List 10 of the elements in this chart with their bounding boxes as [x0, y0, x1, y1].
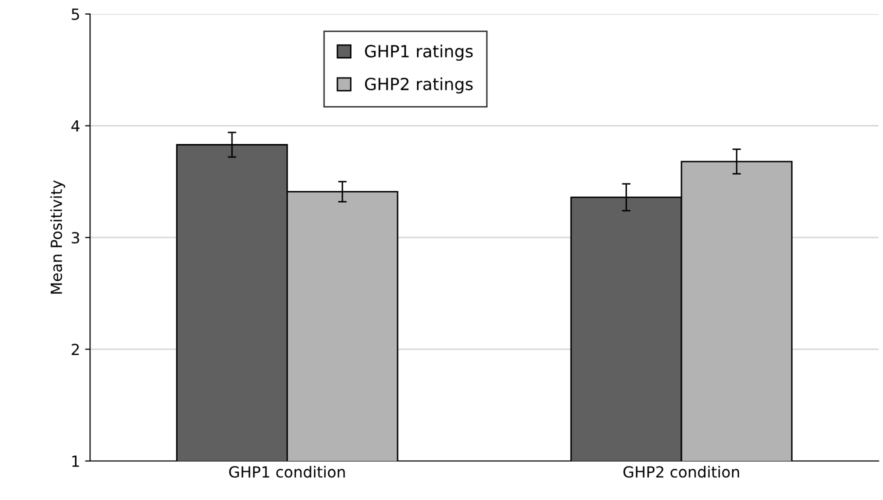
- x-tick-label: GHP1 condition: [229, 466, 345, 478]
- y-axis-title: Mean Positivity: [50, 180, 66, 294]
- y-tick-label: 4: [71, 120, 80, 132]
- y-tick-label: 1: [72, 456, 79, 467]
- x-tick-label: GHP2 condition: [623, 466, 740, 478]
- legend-label: GHP1 ratings: [365, 44, 473, 61]
- legend-label: GHP2 ratings: [365, 77, 473, 94]
- y-tick-label: 3: [72, 232, 80, 244]
- y-tick-label: 2: [72, 344, 79, 356]
- y-tick-label: 5: [72, 8, 80, 20]
